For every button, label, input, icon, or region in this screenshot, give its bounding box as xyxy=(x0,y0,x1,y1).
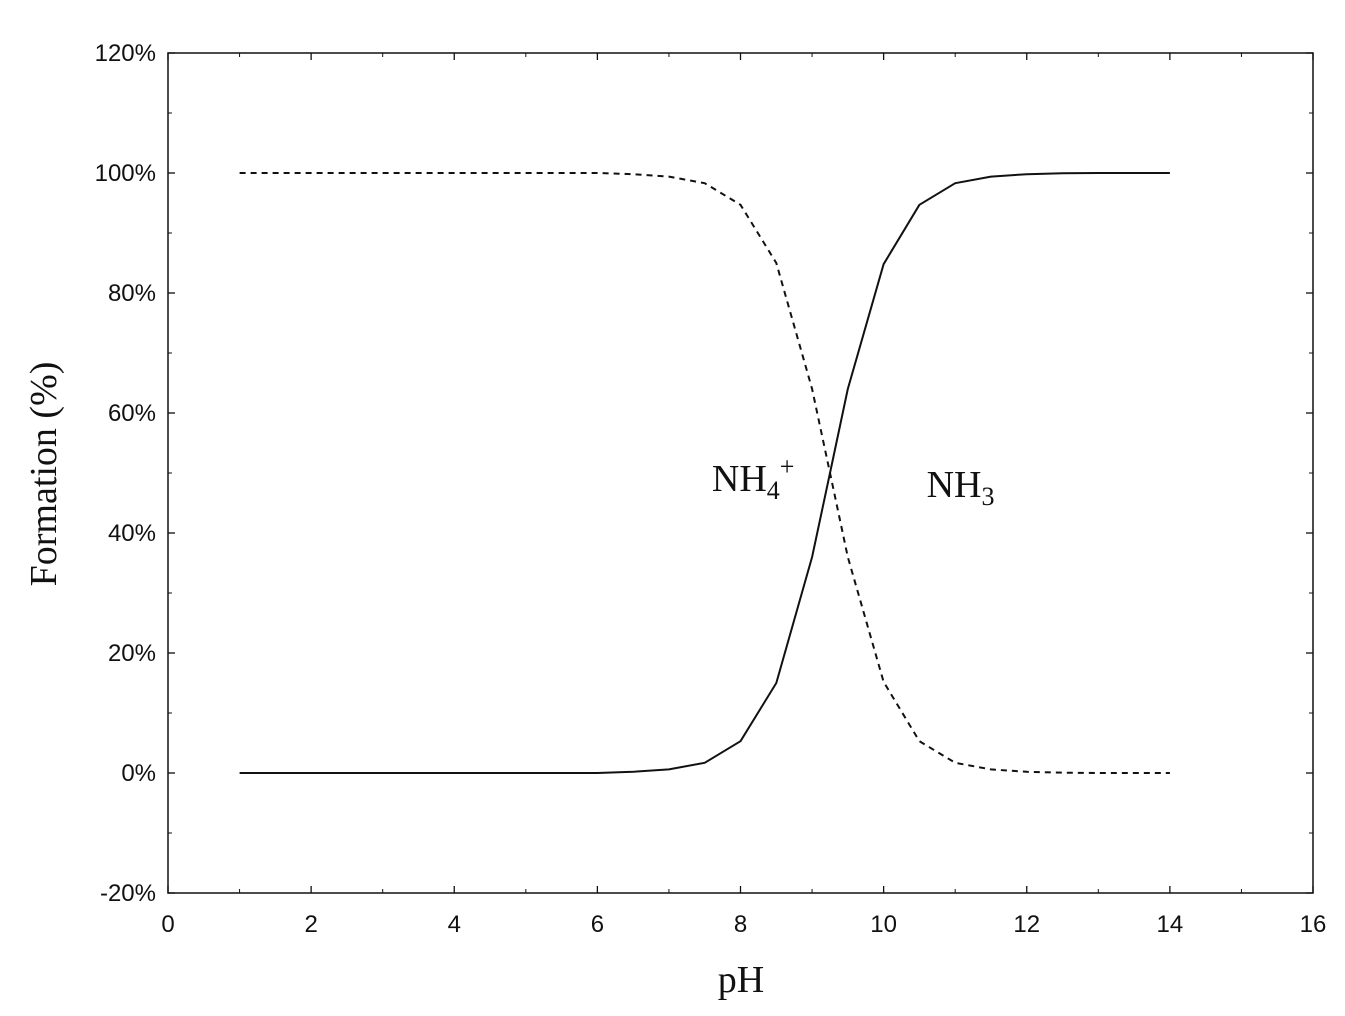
x-tick-label: 10 xyxy=(870,911,897,938)
x-tick-label: 6 xyxy=(591,911,604,938)
y-tick-label: 80% xyxy=(108,280,156,307)
y-tick-label: 120% xyxy=(95,40,156,67)
y-tick-label: 100% xyxy=(95,160,156,187)
annotation-label: NH4+ xyxy=(712,452,795,505)
x-tick-label: 16 xyxy=(1300,911,1327,938)
series-line-solid xyxy=(239,172,1170,774)
series-layer xyxy=(239,172,1170,774)
axes: 0 2 4 6 8 10 12 14 16 -20% 0% 20% 40% 60% 80% 100% 120% xyxy=(95,40,1327,938)
series-line-dashed xyxy=(239,172,1170,774)
x-tick-label: 8 xyxy=(734,911,747,938)
x-tick-label: 0 xyxy=(161,911,174,938)
y-tick-label: 20% xyxy=(108,640,156,667)
x-tick-label: 12 xyxy=(1013,911,1040,938)
x-tick-label: 2 xyxy=(304,911,317,938)
y-tick-label: 40% xyxy=(108,520,156,547)
y-tick-label: 60% xyxy=(108,400,156,427)
x-tick-label: 14 xyxy=(1157,911,1184,938)
annotations: NH4+ NH3 xyxy=(712,452,995,511)
y-axis-title: Formation (%) xyxy=(23,362,65,587)
annotation-label: NH3 xyxy=(927,464,995,511)
x-tick-label: 4 xyxy=(448,911,461,938)
x-axis-title: pH xyxy=(718,959,764,1001)
y-tick-label: -20% xyxy=(100,880,156,907)
y-tick-label: 0% xyxy=(121,760,156,787)
